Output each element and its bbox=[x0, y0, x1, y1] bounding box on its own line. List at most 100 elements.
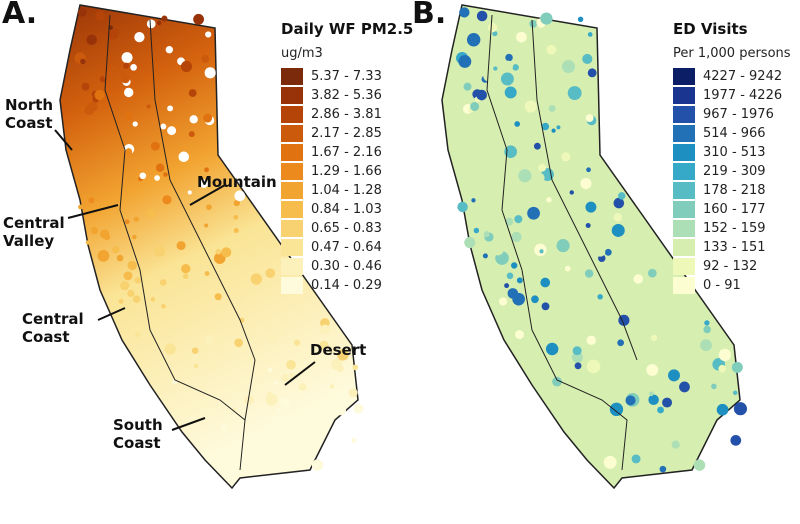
map-cell bbox=[204, 335, 215, 346]
map-cell bbox=[187, 190, 192, 195]
legend-swatch bbox=[673, 220, 695, 237]
map-cell bbox=[514, 121, 521, 127]
legend-label: 514 - 966 bbox=[703, 126, 766, 141]
legend-label: 0.65 - 0.83 bbox=[311, 221, 382, 236]
map-a-pm25 bbox=[54, 4, 364, 489]
map-cell bbox=[146, 104, 151, 109]
map-cell bbox=[180, 60, 193, 73]
map-cell bbox=[265, 393, 278, 406]
map-cell bbox=[328, 345, 336, 353]
map-cell bbox=[574, 362, 582, 370]
map-cell bbox=[582, 53, 593, 65]
map-cell bbox=[648, 394, 659, 405]
map-cell bbox=[650, 334, 658, 342]
map-cell bbox=[470, 102, 480, 112]
map-cell bbox=[647, 268, 657, 278]
legend-item: 1.29 - 1.66 bbox=[281, 163, 382, 180]
map-cell bbox=[658, 436, 670, 448]
map-cell bbox=[564, 272, 572, 280]
map-cell bbox=[203, 113, 213, 123]
map-cell bbox=[609, 402, 624, 417]
map-cell bbox=[100, 229, 110, 239]
legend-item: 160 - 177 bbox=[673, 201, 766, 218]
map-cell bbox=[512, 64, 519, 71]
map-cell bbox=[250, 455, 258, 463]
legend-label: 5.37 - 7.33 bbox=[311, 69, 382, 84]
map-cell bbox=[270, 416, 278, 424]
map-cell bbox=[512, 292, 525, 306]
map-cell bbox=[351, 437, 357, 443]
legend-swatch bbox=[673, 144, 695, 161]
map-cell bbox=[320, 324, 331, 335]
map-cell bbox=[646, 363, 659, 376]
map-cell bbox=[118, 299, 124, 304]
map-cell bbox=[146, 19, 156, 29]
map-cell bbox=[538, 163, 547, 172]
map-cell bbox=[457, 201, 468, 213]
map-cell bbox=[564, 265, 571, 272]
map-cell bbox=[732, 390, 738, 396]
map-cell bbox=[516, 31, 527, 43]
map-cell bbox=[586, 167, 591, 173]
map-cell bbox=[204, 67, 216, 79]
map-cell bbox=[88, 197, 95, 204]
map-cell bbox=[572, 116, 579, 123]
legend-a-unit: ug/m3 bbox=[281, 46, 323, 61]
map-cell bbox=[276, 436, 288, 449]
map-cell bbox=[135, 332, 140, 338]
map-cell bbox=[587, 32, 593, 37]
map-cell bbox=[540, 12, 553, 25]
map-cell bbox=[188, 89, 197, 97]
map-cell bbox=[597, 294, 603, 300]
map-cell bbox=[156, 20, 162, 26]
legend-label: 160 - 177 bbox=[703, 202, 766, 217]
map-cell bbox=[651, 414, 661, 425]
map-cell bbox=[204, 271, 210, 277]
map-cell bbox=[205, 31, 212, 38]
map-cell bbox=[267, 367, 273, 373]
legend-item: 219 - 309 bbox=[673, 163, 766, 180]
map-cell bbox=[666, 358, 680, 372]
map-cell bbox=[516, 277, 523, 284]
map-cell bbox=[150, 297, 156, 302]
map-cell bbox=[603, 455, 617, 469]
map-cell bbox=[192, 353, 199, 361]
map-cell bbox=[160, 123, 167, 130]
map-cell bbox=[649, 391, 654, 397]
map-cell bbox=[107, 27, 119, 40]
legend-item: 0.84 - 1.03 bbox=[281, 201, 382, 218]
map-cell bbox=[337, 349, 349, 361]
map-cell bbox=[348, 388, 358, 398]
legend-item: 1.67 - 2.16 bbox=[281, 144, 382, 161]
map-cell bbox=[540, 277, 551, 288]
map-cell bbox=[97, 249, 110, 262]
map-cell bbox=[585, 223, 591, 229]
map-cell bbox=[215, 248, 222, 255]
map-cell bbox=[611, 223, 625, 237]
map-cell bbox=[319, 340, 329, 350]
legend-item: 0 - 91 bbox=[673, 277, 741, 294]
map-cell bbox=[214, 293, 222, 301]
map-cell bbox=[266, 391, 272, 397]
map-cell bbox=[541, 122, 550, 131]
legend-item: 3.82 - 5.36 bbox=[281, 87, 382, 104]
legend-label: 2.86 - 3.81 bbox=[311, 107, 382, 122]
map-cell bbox=[94, 89, 105, 101]
map-cell bbox=[78, 8, 87, 17]
map-cell bbox=[500, 72, 514, 86]
legend-swatch bbox=[281, 182, 303, 199]
map-cell bbox=[531, 295, 539, 304]
legend-label: 219 - 309 bbox=[703, 164, 766, 179]
map-cell bbox=[504, 283, 510, 289]
legend-swatch bbox=[673, 258, 695, 275]
map-cell bbox=[181, 263, 191, 274]
map-cell bbox=[711, 383, 717, 390]
map-cell bbox=[161, 303, 166, 309]
map-cell bbox=[515, 330, 524, 340]
legend-label: 0.14 - 0.29 bbox=[311, 278, 382, 293]
map-cell bbox=[718, 348, 732, 362]
legend-item: 4227 - 9242 bbox=[673, 68, 782, 85]
map-cell bbox=[124, 87, 134, 98]
map-cell bbox=[595, 246, 606, 257]
